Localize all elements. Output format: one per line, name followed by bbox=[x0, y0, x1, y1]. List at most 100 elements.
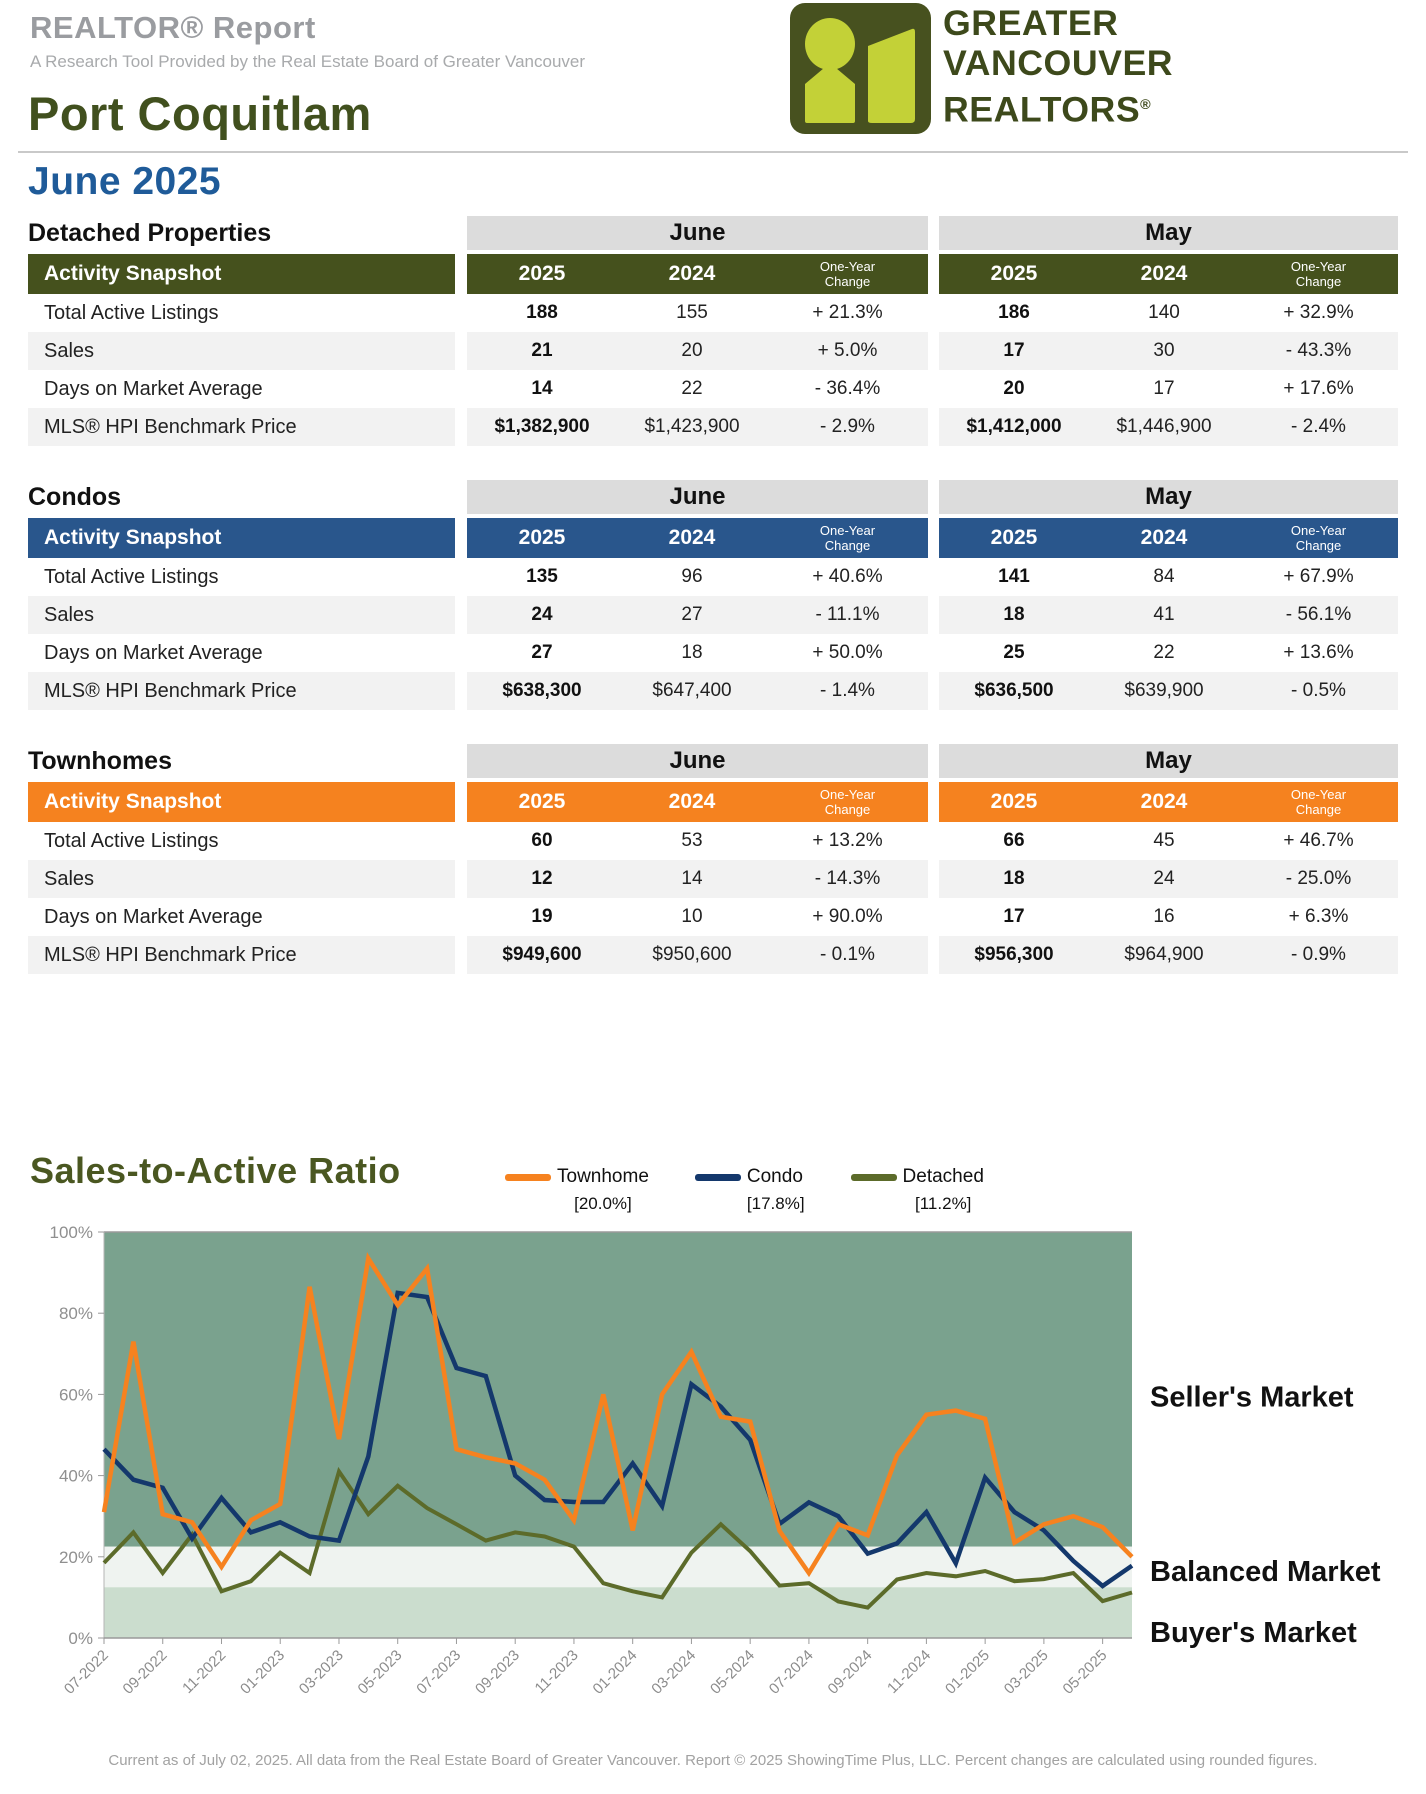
table-row: Total Active Listings 135 96 + 40.6% 141 84 + … bbox=[28, 558, 1398, 596]
row-values-may: 141 84 + 67.9% bbox=[939, 558, 1398, 596]
row-values-may: $956,300 $964,900 - 0.9% bbox=[939, 936, 1398, 974]
sales-to-active-ratio-chart: 0% 20% 40% 60% 80% 100% 07-2022 09-2022 11-2022 0… bbox=[0, 1210, 1426, 1755]
value-cell: 17 bbox=[1153, 378, 1175, 399]
table-header-row: Townhomes June May bbox=[28, 742, 1398, 778]
value-cell: 20 bbox=[1003, 378, 1025, 399]
row-values-may: 20 17 + 17.6% bbox=[939, 370, 1398, 408]
value-cell: - 0.1% bbox=[820, 944, 875, 965]
value-cell: 84 bbox=[1153, 566, 1175, 587]
column-header-one-year-change: One-Year Change bbox=[1290, 523, 1347, 553]
legend-label: Detached bbox=[902, 1166, 984, 1187]
row-label: Days on Market Average bbox=[28, 898, 455, 936]
value-cell: 12 bbox=[531, 868, 553, 889]
value-cell: 186 bbox=[998, 302, 1030, 323]
column-header-2025: 2025 bbox=[990, 526, 1038, 549]
x-tick-label: 05-2024 bbox=[707, 1647, 758, 1698]
row-values-may: 25 22 + 13.6% bbox=[939, 634, 1398, 672]
band-balanced-market bbox=[104, 1546, 1132, 1588]
row-label: Days on Market Average bbox=[28, 634, 455, 672]
x-tick-label: 01-2023 bbox=[237, 1647, 288, 1698]
value-cell: 188 bbox=[526, 302, 558, 323]
x-tick-label: 09-2024 bbox=[825, 1647, 876, 1698]
table-row: Sales 24 27 - 11.1% 18 41 - 56.1% bbox=[28, 596, 1398, 634]
row-label: Total Active Listings bbox=[28, 822, 455, 860]
row-values-june: 21 20 + 5.0% bbox=[467, 332, 928, 370]
value-cell: + 32.9% bbox=[1283, 302, 1354, 323]
value-cell: 16 bbox=[1153, 906, 1175, 927]
x-tick-label: 01-2024 bbox=[590, 1647, 641, 1698]
table-name: Condos bbox=[28, 483, 122, 511]
page-title: Port Coquitlam bbox=[28, 87, 372, 140]
value-cell: 17 bbox=[1003, 340, 1025, 361]
series-line-detached bbox=[102, 1466, 1133, 1610]
value-cell: $1,423,900 bbox=[644, 416, 740, 437]
column-header-one-year-change: One-Year Change bbox=[819, 259, 876, 289]
table-header-row: Condos June May bbox=[28, 478, 1398, 514]
column-header-2025: 2025 bbox=[518, 790, 566, 813]
chart-legend: Townhome [20.0%] Condo [17.8%] Detached … bbox=[505, 1166, 984, 1214]
row-label: MLS® HPI Benchmark Price bbox=[28, 936, 455, 974]
x-tick-label: 03-2025 bbox=[1001, 1647, 1052, 1698]
x-tick-label: 03-2023 bbox=[296, 1647, 347, 1698]
header-divider bbox=[18, 151, 1408, 153]
y-tick-label: 100% bbox=[50, 1223, 93, 1242]
legend-item-townhome: Townhome [20.0%] bbox=[505, 1166, 649, 1214]
x-tick-label: 11-2023 bbox=[532, 1647, 582, 1697]
table-header-row: Detached Properties June May bbox=[28, 214, 1398, 250]
series-line-condo bbox=[102, 1290, 1134, 1589]
table-row: MLS® HPI Benchmark Price $638,300 $647,400… bbox=[28, 672, 1398, 710]
row-values-may: $636,500 $639,900 - 0.5% bbox=[939, 672, 1398, 710]
value-cell: + 50.0% bbox=[812, 642, 883, 663]
x-tick-label: 07-2023 bbox=[413, 1647, 464, 1698]
column-header-2024: 2024 bbox=[1140, 526, 1188, 549]
legend-current-value: [20.0%] bbox=[574, 1194, 632, 1213]
month-header-june: June bbox=[467, 216, 928, 250]
value-cell: 18 bbox=[1003, 868, 1025, 889]
band-group-june: 2025 2024 One-Year Change bbox=[467, 254, 928, 294]
value-cell: - 25.0% bbox=[1285, 868, 1352, 889]
table-name: Townhomes bbox=[28, 747, 172, 775]
y-tick-label: 60% bbox=[59, 1385, 93, 1404]
month-header-june: June bbox=[467, 744, 928, 778]
band-group-may: 2025 2024 One-Year Change bbox=[939, 518, 1398, 558]
column-header-one-year-change: One-Year Change bbox=[1290, 787, 1347, 817]
column-header-one-year-change: One-Year Change bbox=[819, 523, 876, 553]
value-cell: $956,300 bbox=[974, 944, 1054, 965]
y-tick-label: 0% bbox=[68, 1629, 93, 1648]
report-subtitle: A Research Tool Provided by the Real Est… bbox=[30, 52, 586, 71]
row-label: Sales bbox=[28, 332, 455, 370]
footer-disclaimer: Current as of July 02, 2025. All data fr… bbox=[108, 1752, 1318, 1769]
table-detached-properties: Detached Properties June May Activity Snaps… bbox=[28, 214, 1398, 446]
value-cell: + 13.2% bbox=[812, 830, 883, 851]
value-cell: + 5.0% bbox=[817, 340, 878, 361]
value-cell: $1,382,900 bbox=[494, 416, 590, 437]
value-cell: 25 bbox=[1003, 642, 1025, 663]
value-cell: + 67.9% bbox=[1283, 566, 1354, 587]
row-values-june: 24 27 - 11.1% bbox=[467, 596, 928, 634]
value-cell: - 2.4% bbox=[1291, 416, 1346, 437]
period-heading: June 2025 bbox=[28, 160, 222, 203]
chart-title: Sales-to-Active Ratio bbox=[30, 1150, 401, 1191]
month-header-june: June bbox=[467, 480, 928, 514]
value-cell: 10 bbox=[681, 906, 703, 927]
table-row: Days on Market Average 19 10 + 90.0% 17 16 + 6… bbox=[28, 898, 1398, 936]
value-cell: + 13.6% bbox=[1283, 642, 1354, 663]
value-cell: 155 bbox=[676, 302, 708, 323]
table-condos: Condos June May Activity Snapshot 2025 2024 On… bbox=[28, 478, 1398, 710]
row-values-may: 18 24 - 25.0% bbox=[939, 860, 1398, 898]
value-cell: - 0.5% bbox=[1291, 680, 1346, 701]
column-header-2024: 2024 bbox=[668, 526, 716, 549]
row-label: Total Active Listings bbox=[28, 294, 455, 332]
row-label: Days on Market Average bbox=[28, 370, 455, 408]
value-cell: 22 bbox=[681, 378, 703, 399]
activity-snapshot-label: Activity Snapshot bbox=[28, 782, 455, 822]
logo-line-3: REALTORS® bbox=[943, 90, 1152, 130]
column-header-2024: 2024 bbox=[668, 790, 716, 813]
row-values-june: 60 53 + 13.2% bbox=[467, 822, 928, 860]
column-header-2025: 2025 bbox=[518, 526, 566, 549]
table-row: MLS® HPI Benchmark Price $949,600 $950,600… bbox=[28, 936, 1398, 974]
month-header-may: May bbox=[939, 744, 1398, 778]
column-header-2025: 2025 bbox=[990, 262, 1038, 285]
table-name: Detached Properties bbox=[28, 219, 272, 247]
column-header-one-year-change: One-Year Change bbox=[819, 787, 876, 817]
